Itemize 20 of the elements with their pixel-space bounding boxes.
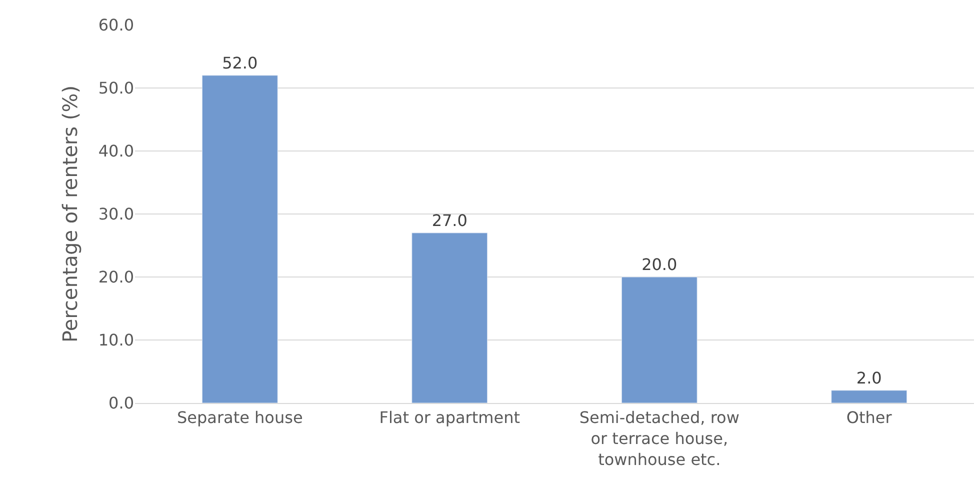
y-tick-label: 10.0: [98, 330, 134, 350]
data-label: 20.0: [642, 255, 678, 274]
x-tick-label: Semi-detached, row or terrace house, townhouse etc.: [579, 408, 740, 469]
data-label: 2.0: [856, 368, 882, 388]
y-tick-label: 0.0: [108, 394, 134, 413]
bar: [412, 232, 488, 403]
x-tick-label: Separate house: [176, 408, 303, 428]
x-tick-label: Flat or apartment: [379, 408, 520, 428]
y-tick-label: 40.0: [98, 142, 134, 161]
data-label: 52.0: [222, 53, 258, 72]
y-tick-label: 20.0: [98, 268, 134, 287]
y-tick-label: 30.0: [98, 204, 134, 224]
y-axis-title: Percentage of renters (%): [58, 85, 82, 343]
bar: [831, 390, 908, 403]
data-label: 27.0: [432, 210, 468, 230]
bar: [621, 276, 698, 403]
y-tick-label: 60.0: [98, 16, 134, 35]
y-tick-label: 50.0: [98, 78, 134, 98]
bar: [202, 75, 278, 403]
x-tick-label: Other: [846, 408, 892, 428]
